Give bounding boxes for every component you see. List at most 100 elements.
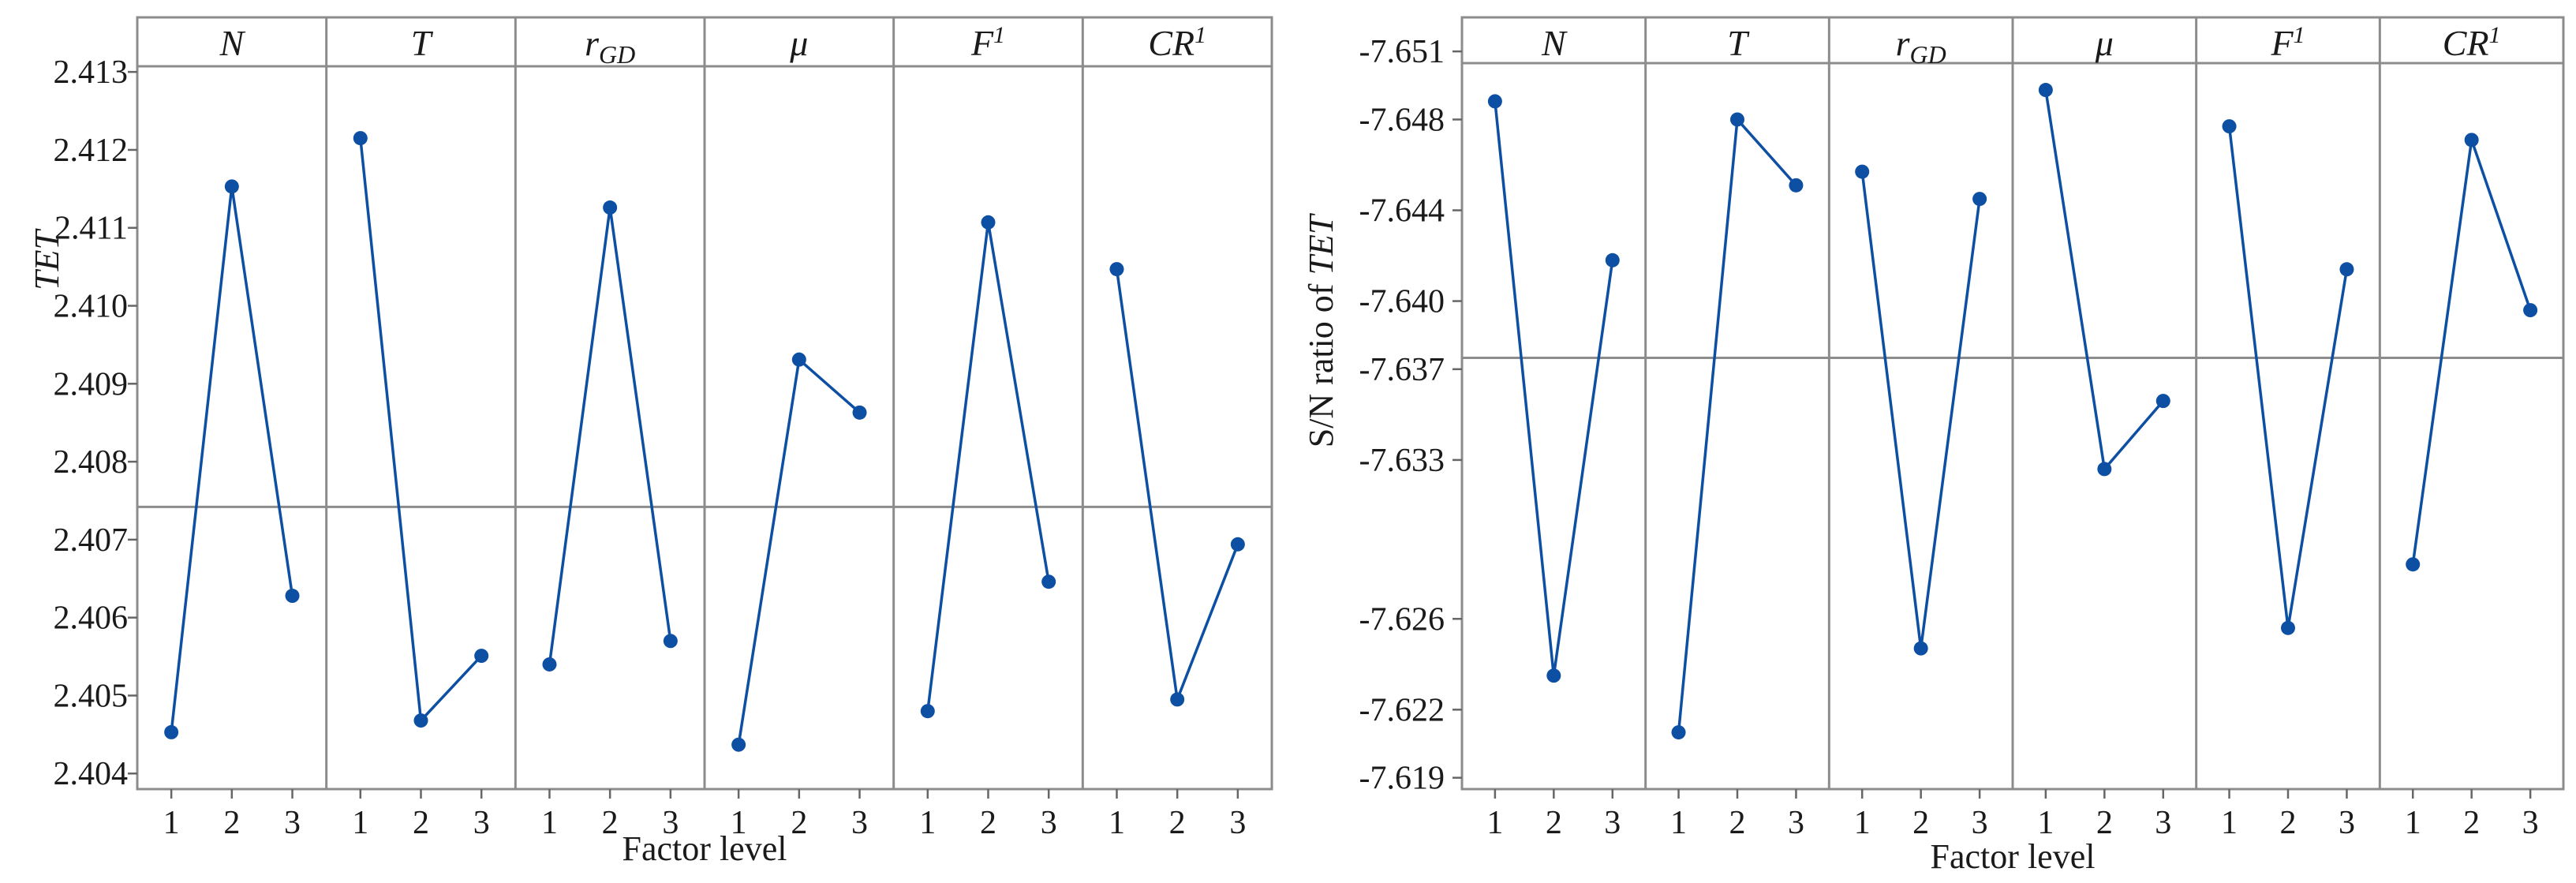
x-tick-label: 2 — [791, 805, 807, 841]
data-point — [1789, 178, 1804, 193]
x-tick-label: 3 — [2339, 805, 2355, 841]
panel-label-3: rGD — [585, 23, 635, 69]
data-point — [791, 352, 806, 367]
x-tick-label: 2 — [2463, 805, 2480, 841]
x-tick-label: 3 — [1229, 805, 1246, 841]
x-axis-label: Factor level — [623, 829, 787, 868]
series-line-3 — [548, 207, 672, 665]
data-point — [2155, 394, 2170, 409]
y-tick-label: 2.407 — [54, 522, 129, 559]
data-point — [474, 649, 489, 664]
x-tick-label: 1 — [2221, 805, 2238, 841]
data-point — [1170, 692, 1185, 707]
panel-label-main: N — [219, 23, 245, 63]
x-tick-label: 2 — [980, 805, 996, 841]
series-line-6 — [2411, 139, 2532, 565]
series-line-4 — [2044, 89, 2165, 473]
panel-label-main: F — [970, 23, 994, 63]
x-tick-label: 1 — [919, 805, 936, 841]
panel-label-main: r — [585, 23, 600, 63]
x-tick-label: 3 — [1972, 805, 1988, 841]
y-tick-label: 2.408 — [54, 444, 129, 481]
panel-label-main: CR — [2443, 23, 2489, 63]
data-point — [224, 179, 239, 194]
panel-label-subscript: GD — [1910, 40, 1946, 69]
x-tick-label: 2 — [1912, 805, 1929, 841]
data-point — [1546, 668, 1561, 683]
panel-label-main: T — [1727, 23, 1750, 63]
data-point — [2406, 557, 2421, 572]
data-point — [1605, 253, 1620, 268]
data-point — [1730, 112, 1744, 127]
data-point — [603, 200, 618, 215]
panel-label-superscript: 1 — [1195, 22, 1206, 48]
y-tick-label: -7.633 — [1359, 443, 1445, 479]
x-axis-label: Factor level — [1931, 837, 2096, 876]
data-point — [731, 737, 746, 752]
panel-label-main: r — [1896, 23, 1911, 63]
x-tick-label: 1 — [352, 805, 368, 841]
x-tick-label: 2 — [1546, 805, 1562, 841]
y-tick-label: -7.648 — [1359, 102, 1445, 138]
y-tick-label: 2.404 — [54, 756, 129, 792]
data-point — [852, 405, 867, 420]
data-point — [1487, 94, 1502, 109]
panel-label-superscript: 1 — [993, 22, 1005, 48]
data-point — [1855, 164, 1870, 179]
panel-label-subscript: GD — [599, 40, 635, 69]
x-tick-label: 1 — [731, 805, 747, 841]
y-tick-label: -7.637 — [1359, 352, 1445, 388]
data-point — [2038, 83, 2053, 98]
panel-label-2: T — [411, 23, 434, 63]
data-point — [2281, 620, 2295, 635]
sn-ratio-main-effects-chart: -7.651 -7.648 -7.644 -7.640 -7.637 -7.633 -7.6… — [1302, 16, 2565, 876]
x-tick-label: 1 — [1670, 805, 1687, 841]
data-point — [1972, 192, 1987, 207]
x-tick-label: 3 — [2155, 805, 2171, 841]
y-axis-label-italic: TET — [1302, 212, 1340, 275]
panel-label-main: μ — [2095, 23, 2114, 63]
series-line-1 — [1494, 101, 1614, 676]
x-tick-label: 1 — [1109, 805, 1125, 841]
x-tick-label: 2 — [413, 805, 429, 841]
panel-label-superscript: 1 — [2489, 22, 2501, 48]
x-tick-label: 2 — [2096, 805, 2113, 841]
data-point — [1109, 262, 1124, 277]
x-tick-label: 3 — [851, 805, 868, 841]
x-tick-label: 3 — [662, 805, 679, 841]
panel-label-main: N — [1541, 23, 1568, 63]
x-tick-label: 2 — [1729, 805, 1746, 841]
x-tick-label: 2 — [2280, 805, 2297, 841]
y-tick-label: -7.626 — [1359, 601, 1445, 638]
x-tick-label: 3 — [284, 805, 301, 841]
x-tick-label: 2 — [223, 805, 240, 841]
series-line-6 — [1115, 268, 1239, 705]
x-tick-label: 1 — [541, 805, 558, 841]
panel-label-1: N — [219, 23, 245, 63]
x-tick-label: 1 — [2405, 805, 2421, 841]
x-tick-label: 2 — [1169, 805, 1186, 841]
data-point — [2523, 303, 2538, 318]
y-tick-label: 2.409 — [54, 366, 129, 402]
panel-label-4: μ — [2095, 23, 2114, 63]
panel-label-2: T — [1727, 23, 1750, 63]
panel-label-6: CR1 — [1148, 22, 1206, 63]
data-point — [413, 713, 428, 728]
panel-label-5: F1 — [2270, 22, 2305, 63]
y-axis-label-text: S/N ratio of — [1302, 275, 1340, 448]
y-axis-label: TET — [28, 228, 66, 290]
y-tick-label: 2.412 — [54, 133, 129, 169]
data-point — [1230, 537, 1245, 552]
series-line-4 — [737, 357, 861, 745]
y-axis-label: S/N ratio of TET — [1302, 212, 1340, 447]
panel-label-3: rGD — [1896, 23, 1946, 69]
panel-label-5: F1 — [970, 22, 1005, 63]
x-tick-label: 3 — [473, 805, 490, 841]
y-tick-label: -7.622 — [1359, 692, 1445, 728]
data-point — [2464, 133, 2479, 148]
panel-label-main: T — [411, 23, 434, 63]
panel-label-6: CR1 — [2443, 22, 2501, 63]
series-line-5 — [2227, 125, 2349, 629]
y-tick-label: -7.640 — [1359, 284, 1445, 320]
y-tick-label: -7.644 — [1359, 193, 1445, 230]
